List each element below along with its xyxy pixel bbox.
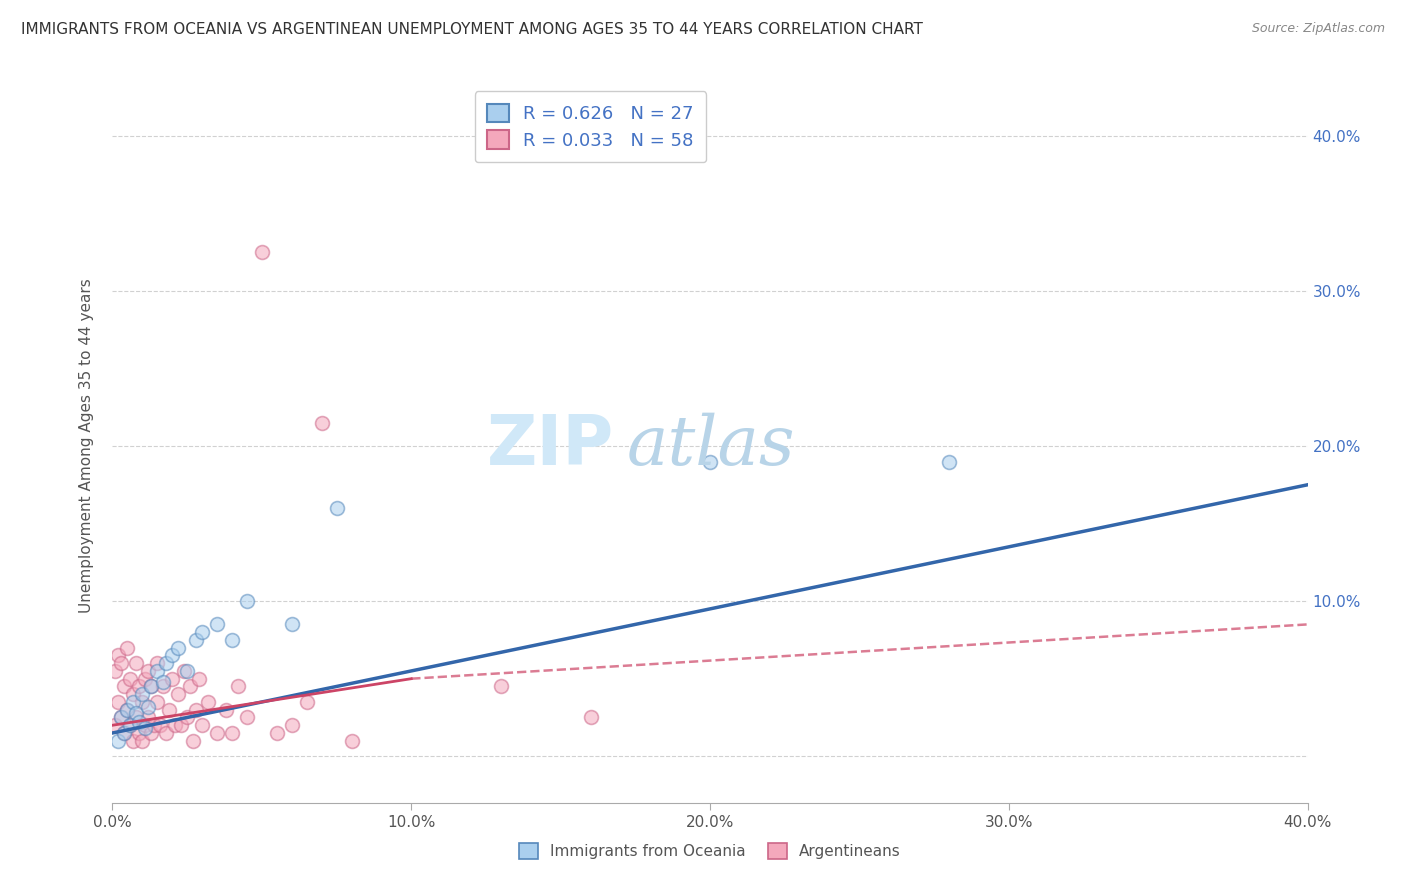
Point — [191, 625, 214, 640]
Point — [146, 695, 169, 709]
Point — [107, 648, 129, 663]
Point — [120, 718, 142, 732]
Point — [131, 687, 153, 701]
Point — [340, 733, 363, 747]
Point — [120, 718, 142, 732]
Point — [167, 687, 190, 701]
Point — [155, 726, 177, 740]
Point — [134, 722, 156, 736]
Point — [162, 648, 183, 663]
Point — [173, 664, 195, 678]
Point — [128, 715, 150, 730]
Point — [489, 680, 512, 694]
Point — [146, 664, 169, 678]
Point — [311, 416, 333, 430]
Point — [579, 710, 602, 724]
Point — [152, 674, 174, 689]
Point — [110, 710, 132, 724]
Point — [325, 501, 347, 516]
Point — [266, 726, 288, 740]
Point — [699, 454, 721, 468]
Point — [186, 703, 208, 717]
Text: atlas: atlas — [627, 413, 794, 479]
Point — [114, 726, 135, 740]
Point — [149, 718, 172, 732]
Point — [162, 672, 183, 686]
Point — [938, 454, 960, 468]
Point — [134, 718, 156, 732]
Point — [114, 726, 135, 740]
Point — [152, 680, 174, 694]
Point — [191, 718, 214, 732]
Y-axis label: Unemployment Among Ages 35 to 44 years: Unemployment Among Ages 35 to 44 years — [79, 278, 94, 614]
Point — [122, 733, 145, 747]
Point — [281, 718, 304, 732]
Point — [157, 703, 180, 717]
Point — [120, 672, 142, 686]
Point — [281, 617, 304, 632]
Point — [125, 706, 148, 720]
Point — [117, 640, 139, 655]
Point — [138, 710, 160, 724]
Point — [107, 733, 129, 747]
Point — [114, 680, 135, 694]
Point — [236, 710, 259, 724]
Point — [226, 680, 249, 694]
Point — [131, 733, 153, 747]
Point — [138, 664, 160, 678]
Point — [205, 726, 228, 740]
Point — [104, 718, 127, 732]
Text: IMMIGRANTS FROM OCEANIA VS ARGENTINEAN UNEMPLOYMENT AMONG AGES 35 TO 44 YEARS CO: IMMIGRANTS FROM OCEANIA VS ARGENTINEAN U… — [21, 22, 922, 37]
Point — [122, 687, 145, 701]
Point — [117, 703, 139, 717]
Point — [125, 710, 148, 724]
Point — [107, 695, 129, 709]
Point — [110, 656, 132, 670]
Point — [205, 617, 228, 632]
Legend: Immigrants from Oceania, Argentineans: Immigrants from Oceania, Argentineans — [512, 835, 908, 866]
Point — [197, 695, 219, 709]
Point — [215, 703, 238, 717]
Point — [131, 695, 153, 709]
Point — [186, 632, 208, 647]
Point — [295, 695, 318, 709]
Point — [117, 703, 139, 717]
Point — [167, 640, 190, 655]
Point — [141, 680, 163, 694]
Point — [155, 656, 177, 670]
Point — [146, 656, 169, 670]
Point — [221, 726, 243, 740]
Point — [125, 656, 148, 670]
Point — [165, 718, 187, 732]
Point — [221, 632, 243, 647]
Point — [128, 726, 150, 740]
Point — [236, 594, 259, 608]
Point — [176, 664, 198, 678]
Point — [110, 710, 132, 724]
Point — [141, 680, 163, 694]
Point — [141, 726, 163, 740]
Point — [143, 718, 166, 732]
Point — [122, 695, 145, 709]
Point — [181, 733, 204, 747]
Point — [176, 710, 198, 724]
Text: ZIP: ZIP — [486, 412, 614, 480]
Point — [170, 718, 193, 732]
Text: Source: ZipAtlas.com: Source: ZipAtlas.com — [1251, 22, 1385, 36]
Point — [179, 680, 201, 694]
Point — [104, 664, 127, 678]
Point — [138, 699, 160, 714]
Point — [134, 672, 156, 686]
Point — [188, 672, 211, 686]
Point — [250, 245, 273, 260]
Point — [128, 680, 150, 694]
